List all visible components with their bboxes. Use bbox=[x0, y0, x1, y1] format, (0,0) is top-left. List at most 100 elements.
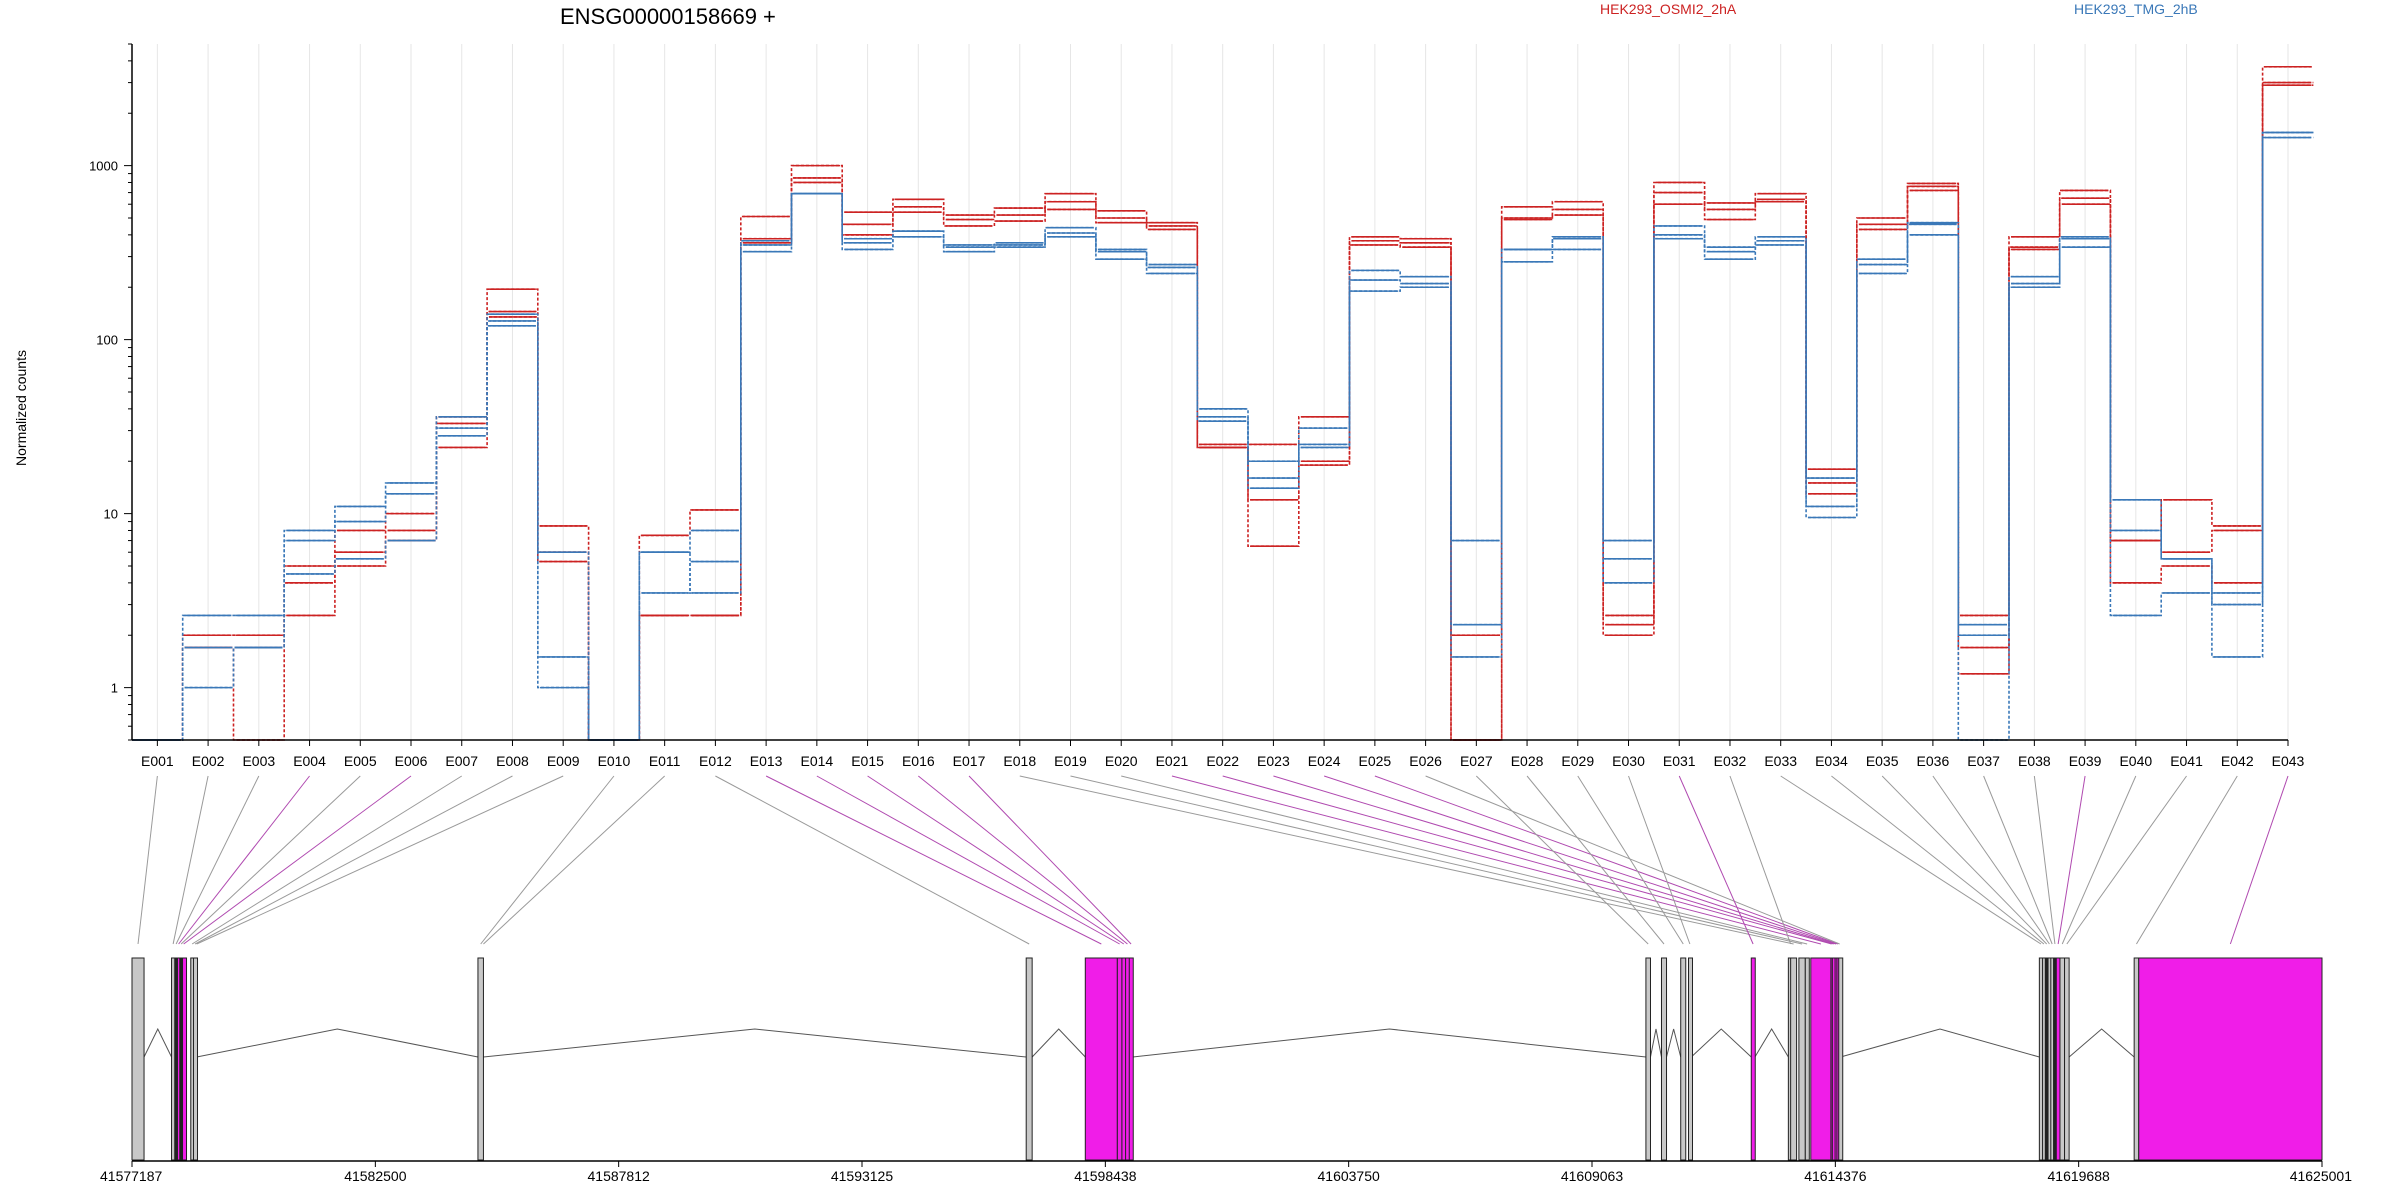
x-tick-label-e029: E029 bbox=[1561, 753, 1594, 769]
genomic-coordinate-label: 41582500 bbox=[344, 1168, 407, 1184]
connector-line-e031 bbox=[1678, 775, 1754, 945]
exon-connector-lines bbox=[137, 775, 2289, 945]
connector-line-e006 bbox=[183, 775, 412, 945]
x-tick-label-e026: E026 bbox=[1409, 753, 1442, 769]
y-tick-label: 1000 bbox=[89, 159, 118, 174]
connector-line-e015 bbox=[867, 775, 1125, 945]
connector-line-e012 bbox=[715, 775, 1030, 945]
exon-block-e029 bbox=[1680, 957, 1687, 1161]
x-tick-label-e011: E011 bbox=[649, 753, 681, 769]
connector-line-e030 bbox=[1628, 775, 1691, 945]
exon-block-e021 bbox=[1810, 957, 1832, 1161]
x-tick-label-e021: E021 bbox=[1156, 753, 1189, 769]
intron-line bbox=[1690, 1028, 1752, 1058]
x-tick-label-e037: E037 bbox=[1967, 753, 2000, 769]
plot-axes: 1 10 100 1000 E001 E002 E003 E004 E005 E006 E007 E0… bbox=[89, 43, 2305, 769]
x-tick-label-e014: E014 bbox=[800, 753, 833, 769]
x-tick-label-e015: E015 bbox=[851, 753, 884, 769]
connector-line-e039 bbox=[2057, 775, 2086, 945]
exon-block-e020 bbox=[1804, 957, 1810, 1161]
x-tick-label-e019: E019 bbox=[1054, 753, 1087, 769]
exon-block-e001 bbox=[131, 957, 145, 1161]
intron-line bbox=[1666, 1028, 1682, 1058]
connector-line-e004 bbox=[178, 775, 310, 945]
intron-line bbox=[1840, 1028, 2040, 1058]
x-tick-label-e025: E025 bbox=[1359, 753, 1392, 769]
exon-block-e019 bbox=[1798, 957, 1806, 1161]
genomic-coordinate-label: 41603750 bbox=[1318, 1168, 1381, 1184]
x-tick-label-e035: E035 bbox=[1866, 753, 1899, 769]
x-tick-label-e002: E002 bbox=[192, 753, 225, 769]
connector-line-e032 bbox=[1729, 775, 1792, 945]
x-tick-label-e017: E017 bbox=[953, 753, 986, 769]
intron-line bbox=[143, 1027, 172, 1058]
chart-title: ENSG00000158669 + bbox=[560, 4, 776, 29]
connector-line-e007 bbox=[191, 775, 463, 945]
exon-block-e026 bbox=[1838, 957, 1844, 1161]
exon-block-e031 bbox=[1750, 957, 1756, 1161]
intron-line bbox=[1132, 1028, 1646, 1058]
connector-line-e042 bbox=[2136, 775, 2238, 945]
exon-block-e041 bbox=[2064, 957, 2070, 1161]
x-tick-label-e043: E043 bbox=[2272, 753, 2305, 769]
genomic-coordinate-label: 41577187 bbox=[100, 1168, 163, 1184]
series-lines bbox=[132, 65, 2314, 741]
genomic-coordinate-label: 41609063 bbox=[1561, 1168, 1624, 1184]
y-tick-label: 1 bbox=[111, 681, 118, 696]
intron-line bbox=[2068, 1028, 2135, 1058]
x-tick-label-e040: E040 bbox=[2119, 753, 2152, 769]
connector-line-e019 bbox=[1070, 775, 1803, 945]
intron-line bbox=[1649, 1028, 1662, 1058]
exon-block-e006 bbox=[182, 957, 188, 1161]
connector-line-e013 bbox=[765, 775, 1102, 945]
connector-line-e005 bbox=[180, 775, 361, 945]
x-tick-label-e028: E028 bbox=[1511, 753, 1544, 769]
connector-line-e035 bbox=[1881, 775, 2048, 945]
connector-line-e033 bbox=[1780, 775, 2042, 945]
exon-block-e017 bbox=[1128, 957, 1134, 1161]
intron-line bbox=[483, 1028, 1027, 1058]
connector-line-e011 bbox=[483, 775, 665, 945]
connector-line-e027 bbox=[1475, 775, 1649, 945]
x-tick-label-e027: E027 bbox=[1460, 753, 1493, 769]
intron-line bbox=[1031, 1028, 1086, 1058]
series-line-tmg-1 bbox=[132, 131, 2314, 741]
x-tick-label-e034: E034 bbox=[1815, 753, 1848, 769]
exon-block-e008 bbox=[193, 957, 199, 1161]
x-tick-label-e042: E042 bbox=[2221, 753, 2254, 769]
gene-model bbox=[131, 957, 2323, 1161]
vertical-grid bbox=[156, 44, 2289, 740]
connector-line-e036 bbox=[1932, 775, 2050, 945]
genomic-coordinate-label: 41598438 bbox=[1074, 1168, 1137, 1184]
x-tick-label-e001: E001 bbox=[141, 753, 174, 769]
genomic-coordinate-label: 41587812 bbox=[588, 1168, 651, 1184]
genomic-coordinate-label: 41614376 bbox=[1804, 1168, 1867, 1184]
intron-line bbox=[196, 1028, 479, 1058]
exon-block-e012 bbox=[1025, 957, 1033, 1161]
connector-line-e009 bbox=[196, 775, 564, 945]
exon-block-e027 bbox=[1645, 957, 1651, 1161]
y-tick-label: 10 bbox=[104, 507, 118, 522]
x-tick-label-e039: E039 bbox=[2069, 753, 2102, 769]
connector-line-e025 bbox=[1374, 775, 1838, 945]
x-tick-label-e020: E020 bbox=[1105, 753, 1138, 769]
connector-line-e020 bbox=[1121, 775, 1808, 945]
connector-line-e002 bbox=[172, 775, 209, 945]
x-tick-label-e012: E012 bbox=[699, 753, 732, 769]
genomic-coordinate-label: 41593125 bbox=[831, 1168, 894, 1184]
connector-line-e018 bbox=[1019, 775, 1794, 945]
x-tick-label-e005: E005 bbox=[344, 753, 377, 769]
x-tick-label-e038: E038 bbox=[2018, 753, 2051, 769]
exon-block-e043 bbox=[2138, 957, 2323, 1161]
connector-line-e034 bbox=[1831, 775, 2045, 945]
exon-block-e042 bbox=[2133, 957, 2140, 1161]
x-tick-label-e006: E006 bbox=[395, 753, 428, 769]
connector-line-e003 bbox=[175, 775, 260, 945]
connector-line-e041 bbox=[2066, 775, 2187, 945]
x-tick-label-e023: E023 bbox=[1257, 753, 1290, 769]
connector-line-e016 bbox=[917, 775, 1128, 945]
exon-block-e014 bbox=[1116, 957, 1123, 1161]
x-tick-label-e018: E018 bbox=[1003, 753, 1036, 769]
connector-line-e029 bbox=[1577, 775, 1684, 945]
